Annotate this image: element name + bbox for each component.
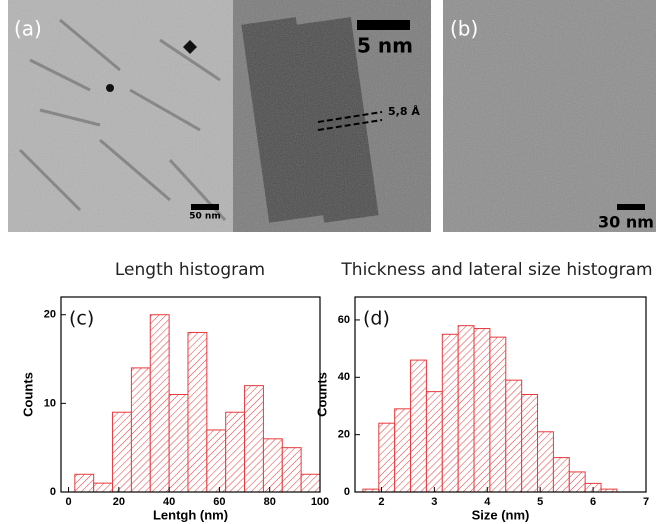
x-tick-label: 20 — [113, 496, 125, 508]
bar — [74, 473, 95, 493]
bar — [505, 379, 523, 493]
particle — [183, 40, 197, 54]
chart-title: Thickness and lateral size histogram — [340, 260, 652, 280]
bar — [457, 325, 475, 493]
axes-frame — [60, 296, 321, 493]
bar — [441, 333, 459, 493]
lattice-lines — [317, 111, 383, 131]
bar — [93, 482, 114, 493]
panel-label: (c) — [69, 308, 94, 330]
x-tick-label: 60 — [213, 496, 225, 508]
y-tick-label: 20 — [44, 309, 56, 321]
x-axis-title: Size (nm) — [472, 507, 530, 522]
bar — [473, 328, 491, 493]
x-tick-label: 7 — [643, 496, 649, 508]
bar — [262, 438, 283, 493]
bar — [521, 394, 539, 493]
bar — [568, 471, 586, 493]
texture — [443, 0, 656, 232]
bar — [187, 331, 208, 493]
scale-bar — [357, 20, 410, 30]
scale-bar — [617, 204, 645, 210]
x-tick-label: 3 — [431, 496, 437, 508]
chart-title: Length histogram — [115, 260, 265, 280]
bar — [281, 447, 302, 493]
x-tick-label: 2 — [378, 496, 384, 508]
panel-label: (a) — [14, 17, 42, 41]
bar — [425, 391, 443, 493]
x-tick-label: 6 — [590, 496, 596, 508]
bar — [394, 408, 412, 493]
y-tick-label: 0 — [344, 486, 350, 498]
x-tick-label: 40 — [163, 496, 175, 508]
scale-label: 5 nm — [357, 34, 413, 58]
y-axis-title: Counts — [20, 372, 35, 417]
y-axis-title: Counts — [314, 372, 329, 417]
scale-bar — [191, 204, 219, 210]
x-tick-label: 4 — [484, 496, 491, 508]
x-tick-label: 0 — [65, 496, 71, 508]
bar — [552, 457, 570, 493]
y-tick-label: 20 — [338, 429, 350, 441]
bar — [130, 367, 151, 493]
panel-label: (d) — [363, 308, 390, 330]
bar — [410, 359, 427, 493]
texture — [233, 0, 431, 232]
bar — [225, 411, 246, 493]
bar — [206, 429, 227, 493]
bar — [300, 473, 321, 493]
y-tick-label: 60 — [338, 314, 350, 326]
texture — [8, 0, 233, 232]
x-axis-title: Lentgh (nm) — [153, 507, 228, 522]
bar — [378, 422, 396, 493]
bar — [149, 314, 170, 493]
bar — [112, 411, 132, 493]
x-tick-label: 80 — [264, 496, 276, 508]
y-tick-label: 10 — [44, 397, 56, 409]
x-tick-label: 100 — [311, 496, 329, 508]
bar — [537, 431, 554, 493]
x-tick-label: 5 — [537, 496, 543, 508]
bar — [168, 394, 189, 493]
bar — [244, 385, 264, 493]
lattice-annotation: 5,8 Å — [388, 105, 420, 118]
axes-frame — [354, 296, 647, 493]
bar — [489, 336, 507, 493]
particle — [106, 84, 114, 92]
y-tick-label: 40 — [338, 371, 350, 383]
scale-label: 30 nm — [598, 213, 654, 232]
scale-label: 50 nm — [189, 212, 220, 222]
y-tick-label: 0 — [50, 486, 56, 498]
panel-label: (b) — [450, 17, 478, 41]
